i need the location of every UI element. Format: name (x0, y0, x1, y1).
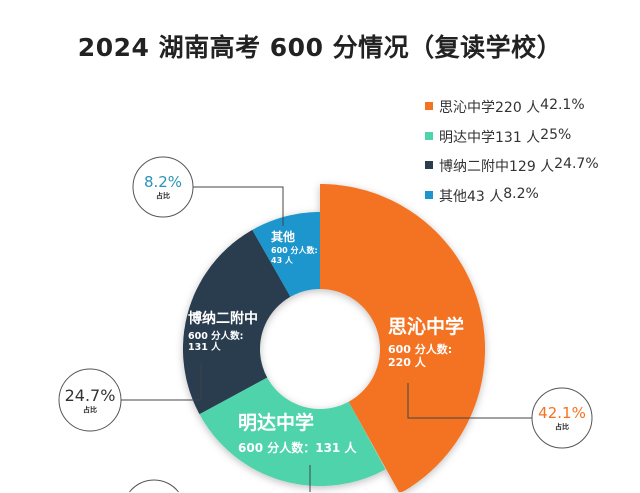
segment-name: 思沁中学 (388, 316, 465, 338)
callout-bona: 24.7% 占比 (60, 386, 120, 415)
legend-pct: 42.1% (540, 97, 585, 113)
legend-name: 其他 (439, 188, 467, 205)
callout-value: 8.2% (143, 173, 183, 191)
legend-swatch (425, 190, 433, 199)
segment-name: 明达中学 (238, 412, 315, 434)
callout-circle-mingda (129, 479, 179, 493)
legend-count: 129 人 (509, 159, 555, 175)
segment-label-bona: 博纳二附中 600 分人数: 131 人 (188, 311, 258, 354)
callout-circle-other (132, 156, 194, 218)
callout-value: 42.1% (538, 404, 586, 422)
legend-name: 思沁中学 (439, 100, 495, 116)
leader-line-other (193, 186, 284, 226)
legend-count: 220 人 (495, 100, 541, 116)
legend-swatch (425, 161, 433, 169)
legend-name: 博纳二附中 (439, 159, 509, 175)
slice-sixin (320, 184, 485, 492)
segment-label-mingda: 明达中学 600 分人数：131 人 (238, 412, 356, 455)
segment-line2: 131 人 (188, 342, 221, 354)
segment-label-other: 其他 600 分人数: 43 人 (271, 230, 318, 266)
segment-name: 博纳二附中 (188, 311, 258, 327)
slice-mingda (199, 377, 386, 486)
legend-name: 明达中学 (439, 129, 495, 146)
legend-item: 明达中学 131 人 25% (425, 127, 599, 157)
legend-pct: 25% (540, 126, 572, 143)
legend: 思沁中学 220 人 42.1% 明达中学 131 人 25% 博纳二附中 12… (425, 97, 599, 215)
legend-item: 其他 43 人 8.2% (425, 186, 599, 216)
slice-bona (183, 229, 291, 415)
segment-line1: 600 分人数: (388, 342, 453, 356)
slice-other (252, 212, 320, 297)
segment-name: 其他 (271, 230, 296, 244)
segment-line1: 600 分人数：131 人 (238, 440, 357, 455)
leader-line-bona (120, 364, 202, 401)
callout-sixin: 42.1% 占比 (532, 404, 592, 432)
segment-line1: 600 分人数: (271, 246, 318, 256)
legend-count: 43 人 (467, 188, 504, 205)
segment-line1: 600 分人数: (188, 330, 244, 342)
legend-swatch (425, 102, 433, 110)
callout-circle-bona (58, 368, 122, 432)
callout-sub: 占比 (156, 192, 170, 200)
legend-pct: 24.7% (554, 156, 599, 172)
legend-pct: 8.2% (503, 185, 539, 202)
callout-other: 8.2% 占比 (133, 173, 193, 201)
callout-sub: 占比 (555, 423, 569, 431)
callout-circle-sixin (531, 387, 593, 449)
callout-sub: 占比 (83, 406, 97, 414)
segment-line2: 43 人 (271, 255, 293, 265)
chart-title: 2024 湖南高考 600 分情况（复读学校） (77, 33, 563, 62)
legend-item: 博纳二附中 129 人 24.7% (425, 156, 599, 186)
leader-line-sixin (407, 383, 532, 419)
segment-line2: 220 人 (388, 355, 426, 369)
legend-count: 131 人 (495, 129, 541, 146)
callout-value: 24.7% (64, 386, 116, 405)
legend-item: 思沁中学 220 人 42.1% (425, 97, 599, 127)
legend-swatch (425, 131, 433, 140)
segment-label-sixin: 思沁中学 600 分人数: 220 人 (388, 316, 464, 369)
